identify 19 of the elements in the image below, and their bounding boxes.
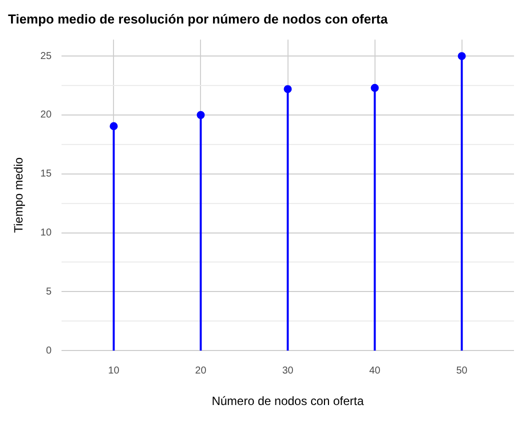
point — [196, 110, 205, 119]
y-tick-label: 20 — [40, 110, 52, 121]
y-tick-label: 10 — [40, 228, 52, 239]
x-tick-label: 30 — [282, 365, 294, 376]
point — [284, 85, 292, 94]
chart-title: Tiempo medio de resolución por número de nodos con oferta — [8, 11, 388, 26]
x-tick-label: 10 — [108, 365, 120, 376]
y-tick-label: 25 — [40, 50, 52, 62]
x-tick-label: 40 — [369, 365, 381, 376]
point — [110, 122, 118, 130]
x-tick-label: 20 — [195, 365, 207, 376]
y-tick-label: 0 — [46, 345, 52, 356]
point — [458, 52, 466, 60]
y-tick-label: 15 — [40, 168, 52, 180]
x-tick-label: 50 — [456, 365, 468, 376]
y-axis-title: Tiempo medio — [12, 156, 26, 233]
x-axis-title: Número de nodos con oferta — [212, 394, 364, 408]
y-tick-label: 5 — [46, 286, 52, 298]
point — [370, 84, 379, 92]
